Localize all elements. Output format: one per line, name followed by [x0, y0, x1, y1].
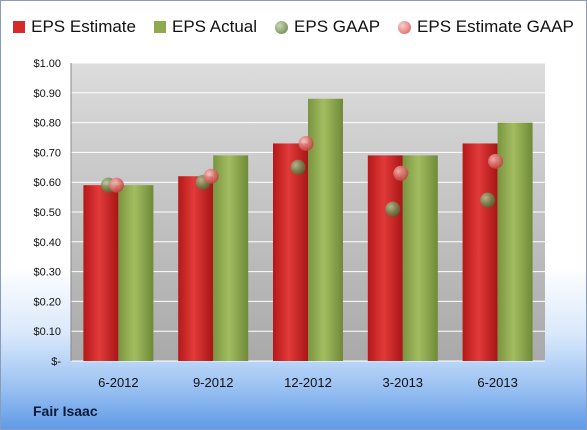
x-tick-label: 6-2012 [98, 375, 138, 390]
legend-label-eps-actual: EPS Actual [171, 17, 258, 36]
y-tick-label: $0.40 [33, 237, 61, 249]
y-tick-label: $0.30 [33, 267, 61, 279]
bar-eps-estimate [462, 143, 498, 361]
bar-eps-estimate [273, 143, 308, 361]
x-tick-label: 3-2013 [383, 375, 423, 390]
legend-item-eps-estimate-gaap: EPS Estimate GAAP [398, 17, 574, 37]
y-tick-label: $0.60 [33, 177, 61, 189]
legend-swatch-eps-gaap [275, 20, 289, 34]
legend-item-eps-estimate: EPS Estimate [13, 17, 136, 37]
legend: EPS Estimate EPS Actual EPS GAAP EPS Est… [1, 17, 586, 37]
y-tick-label: $- [51, 356, 61, 368]
y-tick-label: $0.70 [33, 147, 61, 159]
point-eps-estimate-gaap [298, 135, 314, 151]
bar-eps-estimate [83, 185, 119, 361]
legend-label-eps-gaap: EPS GAAP [294, 17, 381, 36]
legend-item-eps-actual: EPS Actual [153, 17, 258, 37]
point-eps-estimate-gaap [203, 168, 219, 184]
x-axis-ticks: 6-2012 9-2012 12-2012 3-2013 6-2013 [98, 375, 518, 390]
scatter-points [100, 135, 504, 217]
bar-eps-estimate [367, 155, 403, 361]
legend-swatch-eps-actual [153, 21, 166, 33]
x-tick-label: 6-2013 [477, 375, 517, 390]
bar-eps-estimate [178, 176, 214, 361]
bar-eps-actual [308, 98, 343, 361]
legend-label-eps-estimate-gaap: EPS Estimate GAAP [417, 17, 574, 36]
legend-item-eps-gaap: EPS GAAP [275, 17, 380, 37]
y-tick-label: $0.20 [33, 296, 61, 308]
point-eps-estimate-gaap [393, 165, 409, 181]
legend-label-eps-estimate: EPS Estimate [31, 17, 136, 36]
y-tick-label: $1.00 [33, 58, 61, 70]
company-name: Fair Isaac [33, 403, 98, 419]
y-axis-ticks: $- $0.10 $0.20 $0.30 $0.40 $0.50 $0.60 $0.70 $0.… [33, 58, 61, 368]
y-tick-label: $0.90 [33, 88, 61, 100]
bar-eps-actual [497, 122, 533, 361]
legend-swatch-eps-estimate [13, 21, 26, 33]
point-eps-gaap [480, 192, 496, 208]
bar-eps-actual [213, 155, 249, 361]
legend-swatch-eps-estimate-gaap [398, 20, 412, 34]
x-tick-label: 12-2012 [284, 375, 332, 390]
y-tick-label: $0.50 [33, 207, 61, 219]
point-eps-estimate-gaap [488, 153, 504, 169]
y-tick-label: $0.80 [33, 118, 61, 130]
point-eps-gaap [385, 201, 401, 217]
point-eps-gaap [290, 159, 306, 175]
bar-eps-actual [118, 185, 154, 361]
y-tick-label: $0.10 [33, 326, 61, 338]
x-tick-label: 9-2012 [193, 375, 233, 390]
bars [83, 98, 533, 361]
bar-eps-actual [402, 155, 438, 361]
point-eps-estimate-gaap [108, 177, 124, 193]
